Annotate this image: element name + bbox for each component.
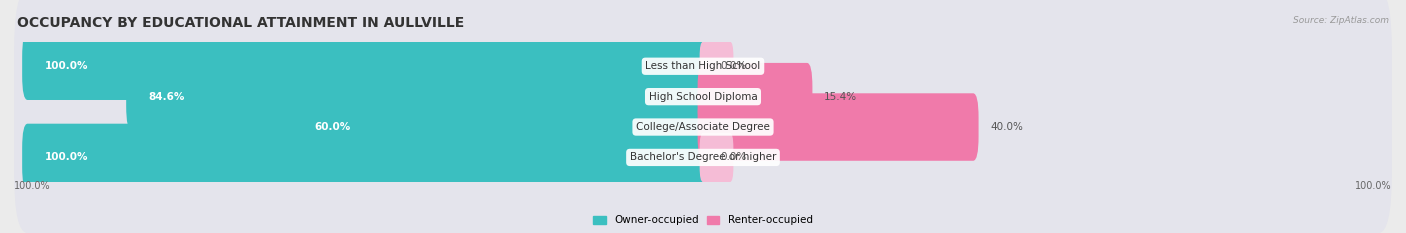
FancyBboxPatch shape [700,42,734,91]
Text: Less than High School: Less than High School [645,61,761,71]
FancyBboxPatch shape [14,0,1392,142]
Text: 0.0%: 0.0% [720,61,747,71]
FancyBboxPatch shape [14,21,1392,172]
FancyBboxPatch shape [697,63,813,130]
Text: 40.0%: 40.0% [990,122,1024,132]
FancyBboxPatch shape [697,93,979,161]
FancyBboxPatch shape [700,133,734,182]
FancyBboxPatch shape [22,33,709,100]
Text: 100.0%: 100.0% [1355,181,1392,191]
FancyBboxPatch shape [292,93,709,161]
Text: 60.0%: 60.0% [315,122,352,132]
Text: 100.0%: 100.0% [14,181,51,191]
Text: 0.0%: 0.0% [720,152,747,162]
Text: 100.0%: 100.0% [45,61,89,71]
Text: College/Associate Degree: College/Associate Degree [636,122,770,132]
Text: Bachelor's Degree or higher: Bachelor's Degree or higher [630,152,776,162]
Text: 15.4%: 15.4% [824,92,858,102]
Text: 84.6%: 84.6% [149,92,184,102]
Text: 100.0%: 100.0% [45,152,89,162]
Text: High School Diploma: High School Diploma [648,92,758,102]
Text: Source: ZipAtlas.com: Source: ZipAtlas.com [1294,16,1389,25]
Text: OCCUPANCY BY EDUCATIONAL ATTAINMENT IN AULLVILLE: OCCUPANCY BY EDUCATIONAL ATTAINMENT IN A… [17,16,464,30]
FancyBboxPatch shape [127,63,709,130]
FancyBboxPatch shape [14,51,1392,203]
FancyBboxPatch shape [22,124,709,191]
FancyBboxPatch shape [14,82,1392,233]
Legend: Owner-occupied, Renter-occupied: Owner-occupied, Renter-occupied [589,211,817,230]
